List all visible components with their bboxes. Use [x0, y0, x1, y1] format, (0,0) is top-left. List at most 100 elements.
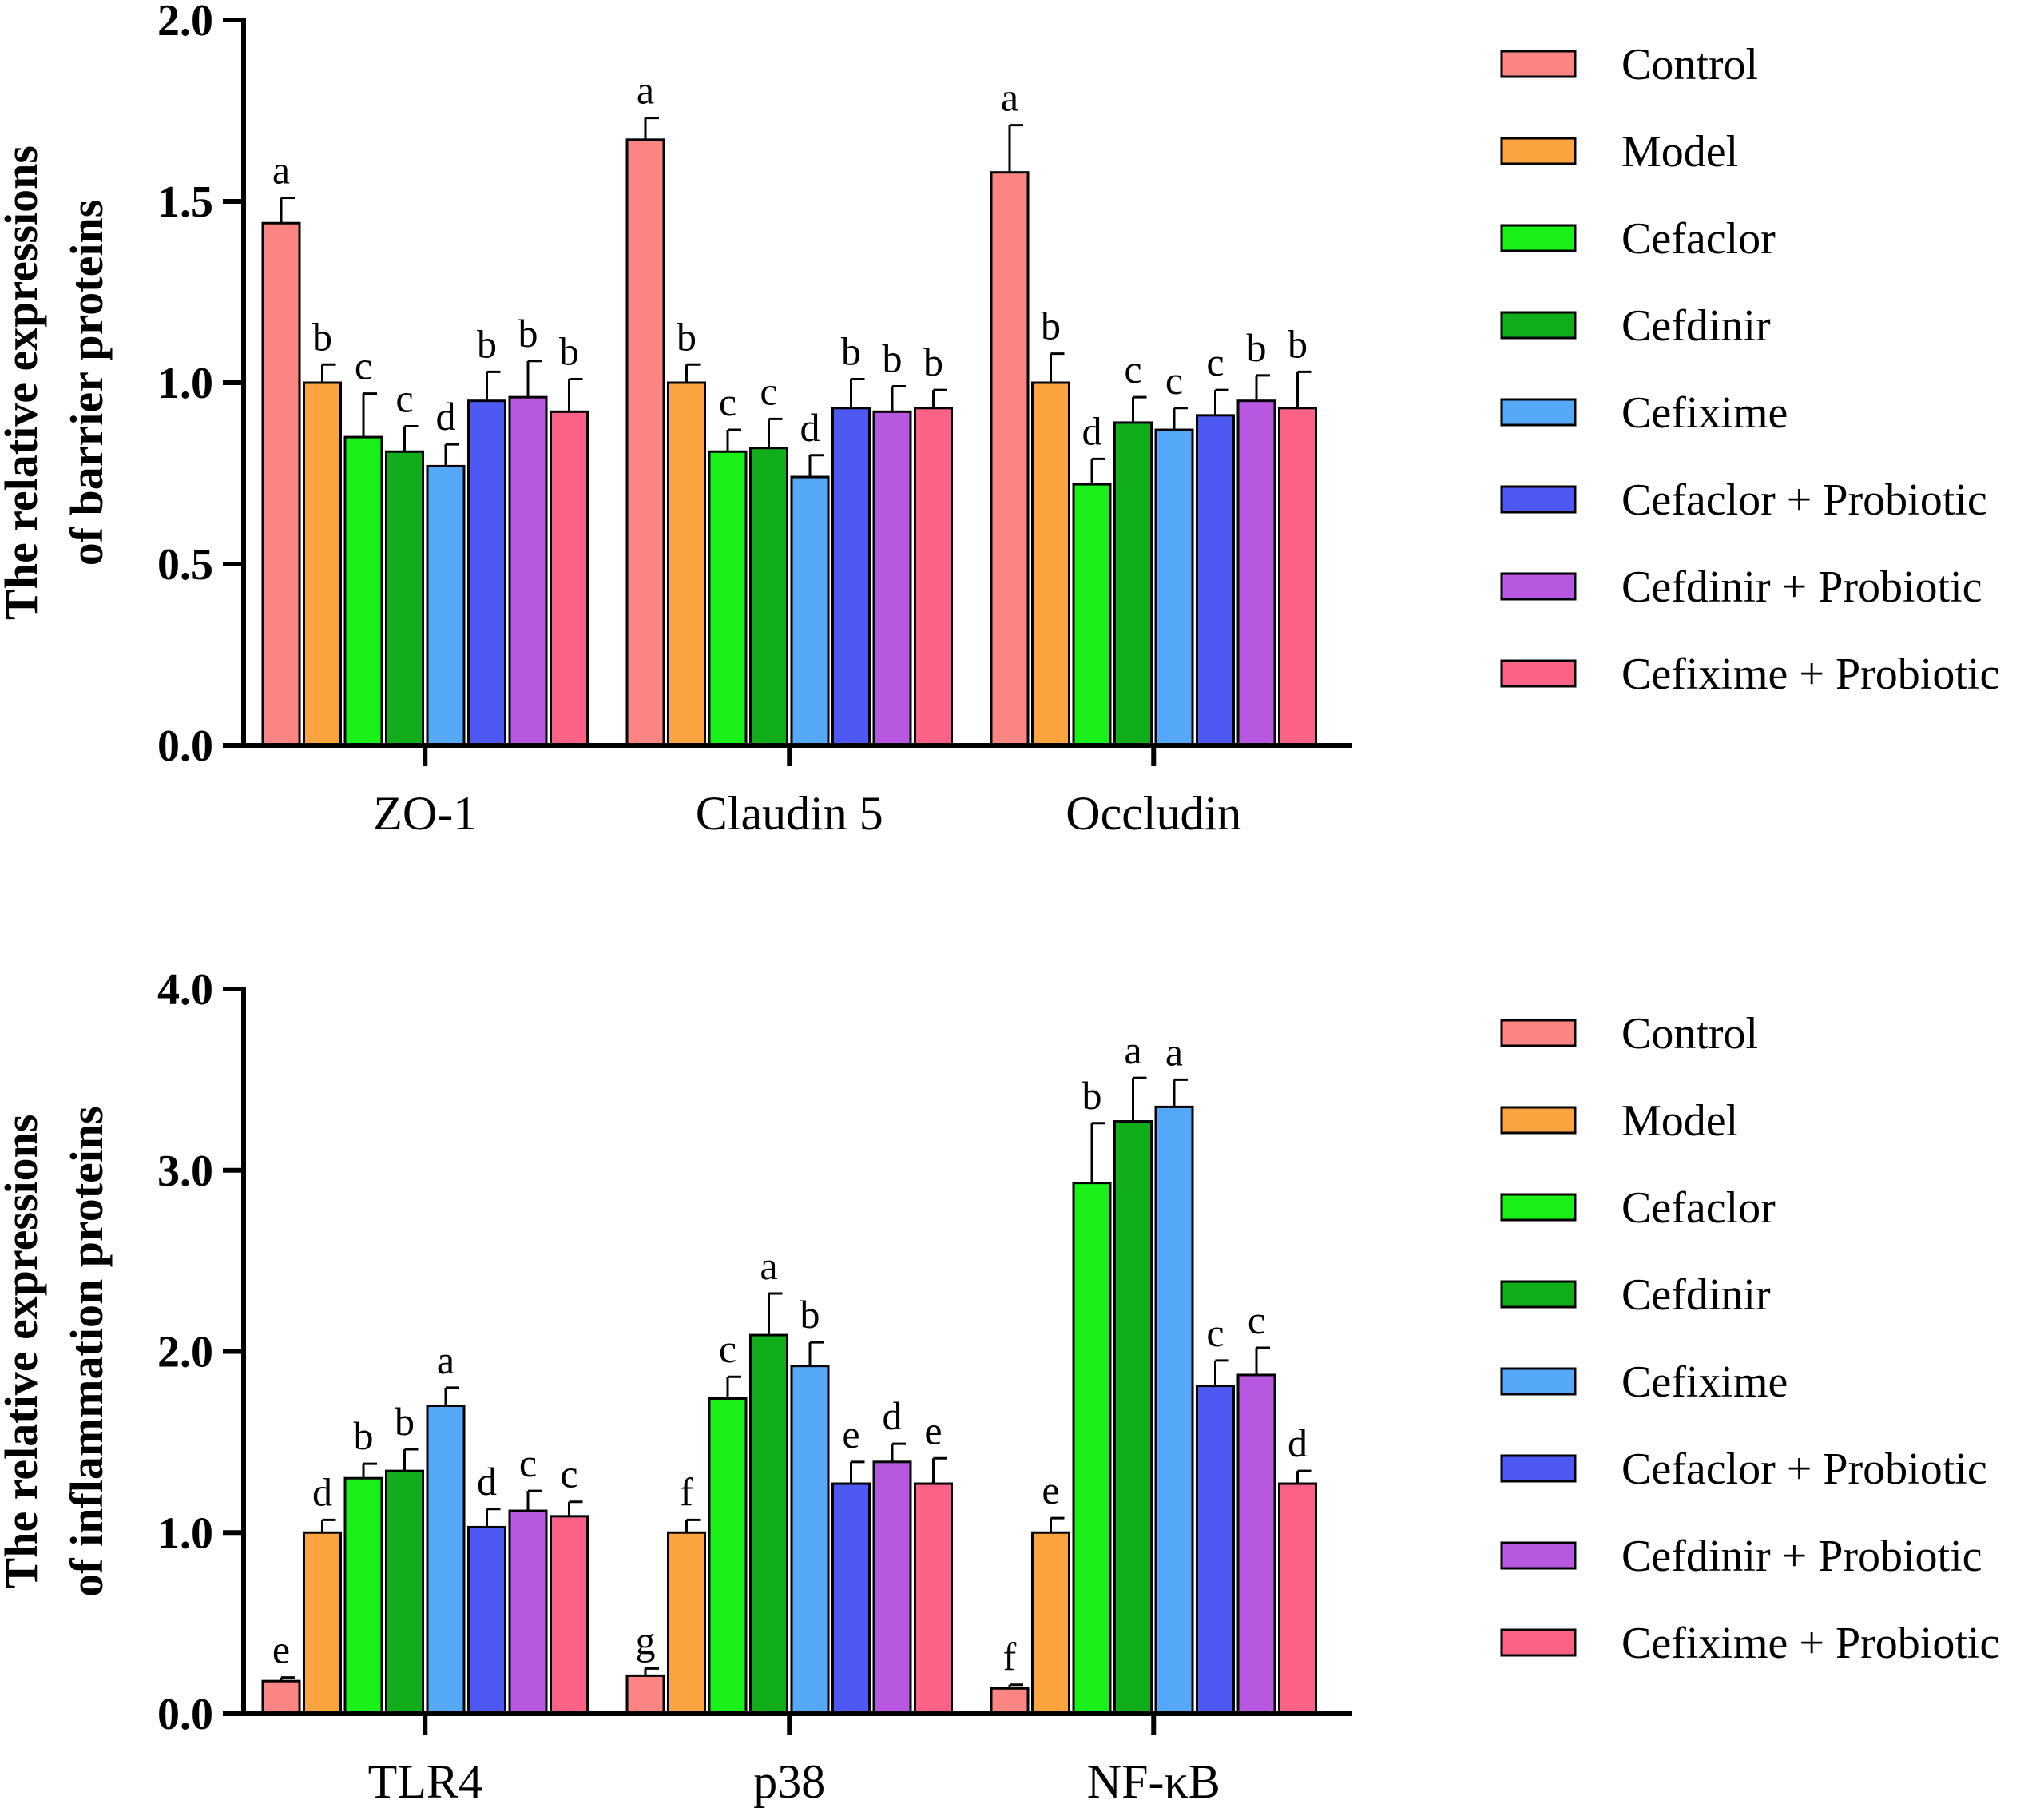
legend-label: Control: [1621, 40, 1758, 89]
bar: [872, 1460, 912, 1715]
legend-swatch: [1500, 485, 1577, 514]
bar: [625, 138, 665, 747]
bar: [426, 1405, 466, 1715]
significance-letter: b: [354, 1413, 374, 1458]
bar: [385, 1469, 424, 1715]
y-tick-label: 0.0: [157, 721, 213, 771]
significance-letter: c: [355, 344, 372, 388]
bar: [343, 435, 383, 747]
legend-label: Cefixime: [1621, 1357, 1788, 1407]
legend-label: Cefdinir + Probiotic: [1621, 1532, 1982, 1581]
bar: [1236, 399, 1276, 747]
bar: [508, 1509, 548, 1715]
significance-letter: b: [1288, 321, 1308, 366]
significance-letter: g: [636, 1618, 656, 1663]
bar: [625, 1674, 665, 1715]
significance-letter: a: [1124, 1027, 1141, 1072]
legend-swatch: [1500, 1541, 1577, 1570]
significance-letter: d: [436, 394, 456, 439]
y-tick-label: 1.5: [157, 177, 213, 227]
legend-swatch: [1500, 1628, 1577, 1657]
significance-letter: e: [1042, 1468, 1059, 1512]
significance-letter: c: [1124, 347, 1141, 391]
significance-letter: c: [1248, 1297, 1265, 1342]
legend-label: Cefixime: [1621, 388, 1788, 438]
legend-label: Cefaclor + Probiotic: [1621, 1444, 1987, 1494]
significance-letter: b: [395, 1399, 415, 1444]
legend-label: Cefaclor: [1621, 214, 1776, 264]
bar: [708, 1397, 748, 1715]
legend-swatch: [1500, 659, 1577, 688]
bar: [990, 171, 1030, 747]
bar: [303, 381, 342, 747]
significance-letter: d: [312, 1469, 332, 1514]
significance-letter: f: [1003, 1635, 1017, 1679]
bar: [343, 1476, 383, 1715]
significance-letter: a: [1165, 1029, 1183, 1074]
bar: [508, 395, 548, 747]
bar: [1196, 1385, 1235, 1715]
significance-letter: c: [760, 368, 777, 413]
legend-label: Cefdinir: [1621, 1270, 1771, 1320]
x-category-label: Occludin: [1066, 787, 1241, 840]
bar: [1031, 381, 1070, 747]
significance-letter: b: [1247, 325, 1267, 370]
significance-letter: a: [760, 1243, 777, 1288]
legend-swatch: [1500, 1019, 1577, 1047]
bar: [790, 1365, 830, 1715]
legend-swatch: [1500, 311, 1577, 340]
bar: [1072, 483, 1112, 747]
significance-letter: a: [437, 1337, 454, 1382]
significance-letter: b: [1041, 304, 1061, 348]
x-category-label: ZO-1: [373, 787, 477, 840]
bar: [1113, 421, 1153, 747]
y-tick-label: 3.0: [157, 1146, 213, 1196]
significance-letter: d: [1082, 408, 1102, 453]
bar: [1154, 428, 1194, 747]
legend-label: Cefaclor + Probiotic: [1621, 475, 1987, 525]
y-axis-title-line1: The relative expressions: [0, 1115, 47, 1589]
significance-letter: c: [719, 1326, 736, 1371]
legend-swatch: [1500, 137, 1577, 165]
bar: [467, 1525, 506, 1715]
bar: [749, 1333, 788, 1715]
legend-label: Cefdinir + Probiotic: [1621, 562, 1982, 612]
legend-swatch: [1500, 1367, 1577, 1396]
legend-label: Model: [1621, 127, 1738, 177]
bar: [990, 1687, 1030, 1715]
legend-swatch: [1500, 398, 1577, 427]
bar: [303, 1531, 342, 1715]
significance-letter: a: [1001, 75, 1018, 120]
significance-letter: b: [883, 336, 903, 381]
significance-letter: b: [800, 1292, 820, 1337]
significance-letter: b: [923, 340, 943, 384]
significance-letter: c: [395, 376, 413, 420]
x-category-label: Claudin 5: [696, 787, 883, 840]
bar: [872, 410, 912, 747]
bar: [667, 1531, 706, 1715]
bar: [1236, 1373, 1276, 1715]
bar: [550, 410, 589, 747]
bar: [261, 1679, 301, 1715]
bar: [831, 407, 871, 747]
legend-swatch: [1500, 50, 1577, 78]
legend-swatch: [1500, 572, 1577, 601]
y-tick-label: 1.0: [157, 1508, 213, 1558]
significance-letter: b: [477, 321, 497, 366]
significance-letter: c: [1165, 358, 1183, 403]
significance-letter: c: [519, 1440, 537, 1485]
legend-label: Control: [1621, 1009, 1758, 1059]
legend-swatch: [1500, 1280, 1577, 1309]
legend-label: Cefixime + Probiotic: [1621, 650, 1999, 699]
bar: [914, 1482, 953, 1715]
bar: [261, 221, 301, 747]
bar: [831, 1482, 871, 1715]
significance-letter: d: [883, 1393, 903, 1438]
x-category-label: TLR4: [368, 1755, 482, 1808]
legend-label: Model: [1621, 1096, 1738, 1146]
bar: [749, 447, 788, 747]
significance-letter: b: [1082, 1073, 1102, 1118]
significance-letter: d: [800, 405, 820, 450]
legend-label: Cefixime + Probiotic: [1621, 1619, 1999, 1668]
